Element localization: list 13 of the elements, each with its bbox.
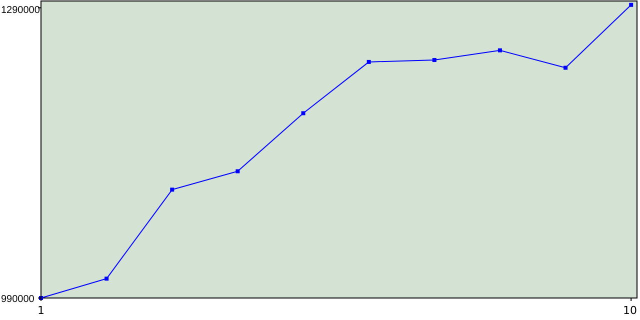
point [366, 60, 371, 64]
point [432, 58, 436, 62]
point [236, 169, 240, 174]
point [170, 188, 174, 192]
point [301, 111, 306, 116]
y-tick-label: 1290000 [1, 5, 40, 16]
y-tick-label: 990000 [1, 294, 35, 305]
point [104, 276, 109, 281]
point [564, 66, 568, 70]
x-tick-label: 10 [623, 304, 637, 317]
point [498, 48, 502, 52]
point [629, 2, 634, 7]
x-tick-label: 1 [38, 304, 44, 317]
